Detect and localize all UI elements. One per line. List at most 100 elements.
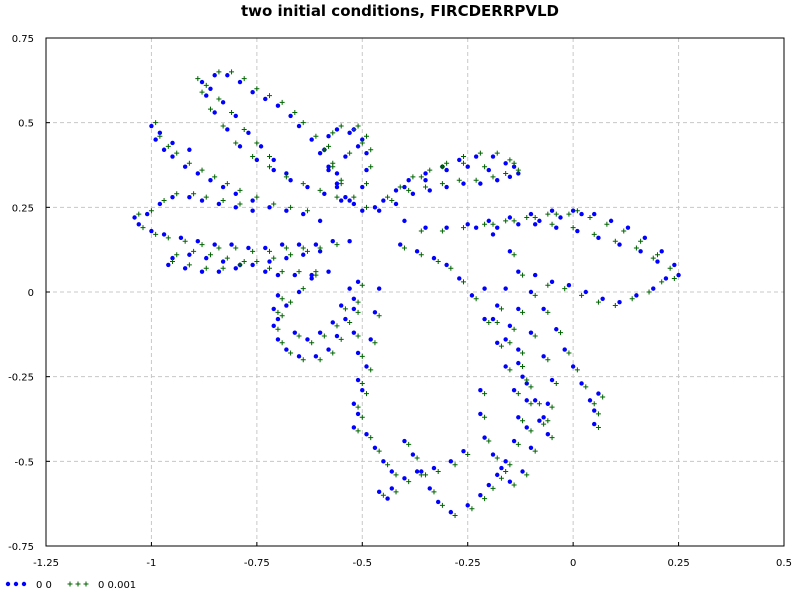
data-point-0-0.001 [536, 401, 542, 407]
data-point-0-0 [478, 181, 483, 186]
data-point-0-0.001 [216, 245, 222, 251]
data-point-0-0 [562, 347, 567, 352]
data-point-0-0 [495, 225, 500, 230]
data-point-0-0.001 [355, 404, 361, 410]
data-point-0-0.001 [359, 380, 365, 386]
data-point-0-0 [309, 272, 314, 278]
data-point-0-0 [507, 323, 513, 329]
data-point-0-0 [520, 374, 525, 379]
chart-title: two initial conditions, FIRCDERRPVLD [240, 2, 559, 20]
data-point-0-0.001 [587, 214, 593, 220]
data-point-0-0.001 [659, 279, 665, 285]
data-point-0-0.001 [532, 292, 538, 298]
data-point-0-0 [157, 130, 163, 136]
data-point-0-0.001 [368, 435, 374, 441]
data-point-0-0.001 [267, 154, 273, 160]
data-point-0-0 [486, 218, 491, 224]
data-point-0-0.001 [330, 160, 336, 166]
data-point-0-0.001 [515, 391, 521, 397]
data-point-0-0 [199, 79, 205, 85]
data-point-0-0 [275, 272, 281, 278]
data-point-0-0 [364, 150, 369, 156]
data-point-0-0.001 [233, 245, 239, 251]
data-point-0-0 [326, 164, 331, 169]
data-point-0-0 [237, 144, 243, 149]
legend-entry: 0 0 [5, 580, 52, 591]
data-point-0-0 [490, 154, 496, 159]
data-point-0-0 [220, 184, 226, 190]
data-point-0-0 [444, 167, 449, 173]
data-point-0-0 [170, 154, 175, 159]
data-point-0-0.001 [439, 228, 445, 234]
legend-marker [13, 581, 19, 587]
data-point-0-0 [398, 242, 403, 247]
data-point-0-0 [423, 178, 428, 183]
data-point-0-0.001 [385, 462, 391, 468]
data-point-0-0 [663, 276, 669, 281]
data-point-0-0.001 [317, 187, 323, 193]
data-point-0-0.001 [482, 164, 488, 170]
data-point-0-0 [524, 381, 529, 386]
data-point-0-0 [360, 137, 365, 142]
data-point-0-0.001 [477, 150, 483, 156]
legend-entry: 0 0.001 [67, 580, 136, 591]
data-point-0-0 [596, 235, 601, 241]
data-point-0-0 [372, 445, 378, 450]
data-point-0-0 [592, 211, 597, 217]
data-point-0-0 [351, 201, 357, 207]
data-point-0-0 [351, 330, 357, 335]
data-point-0-0 [372, 205, 378, 210]
data-point-0-0.001 [520, 350, 526, 356]
data-point-0-0 [199, 198, 205, 203]
data-point-0-0.001 [654, 252, 660, 258]
data-point-0-0.001 [199, 89, 205, 95]
x-tick-label: 0.5 [776, 558, 792, 569]
data-point-0-0 [334, 127, 340, 132]
data-point-0-0 [347, 198, 352, 203]
data-point-0-0.001 [195, 76, 201, 82]
data-point-0-0.001 [203, 265, 209, 271]
data-point-0-0.001 [465, 452, 471, 458]
data-point-0-0 [431, 465, 437, 471]
data-point-0-0 [579, 211, 584, 217]
data-point-0-0 [317, 330, 323, 335]
data-point-0-0.001 [583, 384, 589, 390]
data-point-0-0.001 [528, 401, 534, 407]
data-point-0-0 [208, 86, 213, 92]
data-point-0-0.001 [439, 181, 445, 187]
data-point-0-0 [170, 255, 175, 261]
data-point-0-0 [495, 340, 500, 345]
data-point-0-0.001 [511, 218, 517, 224]
data-point-0-0.001 [364, 391, 370, 397]
data-point-0-0 [330, 320, 335, 325]
data-point-0-0.001 [553, 380, 559, 386]
data-point-0-0 [220, 100, 226, 105]
data-point-0-0 [545, 401, 551, 406]
data-point-0-0.001 [570, 225, 576, 231]
data-point-0-0.001 [216, 96, 222, 102]
data-point-0-0 [250, 262, 255, 268]
data-point-0-0 [343, 316, 348, 322]
data-point-0-0 [579, 381, 584, 386]
data-point-0-0 [423, 225, 428, 230]
data-point-0-0.001 [288, 204, 294, 210]
data-point-0-0 [617, 242, 622, 247]
data-point-0-0 [271, 157, 276, 163]
data-point-0-0.001 [532, 214, 538, 220]
data-point-0-0.001 [313, 272, 319, 278]
data-point-0-0.001 [283, 174, 289, 180]
data-point-0-0 [296, 289, 302, 295]
data-point-0-0.001 [330, 350, 336, 356]
data-point-0-0 [288, 113, 293, 119]
x-tick-label: -0.25 [455, 558, 481, 569]
data-point-0-0.001 [528, 428, 534, 434]
data-point-0-0 [334, 171, 340, 176]
data-point-0-0.001 [229, 110, 235, 116]
data-point-0-0 [317, 249, 323, 254]
data-point-0-0.001 [490, 221, 496, 227]
data-point-0-0.001 [288, 350, 294, 356]
data-point-0-0 [246, 245, 251, 251]
data-point-0-0.001 [557, 330, 563, 336]
data-point-0-0 [233, 191, 238, 196]
data-point-0-0 [558, 215, 563, 220]
